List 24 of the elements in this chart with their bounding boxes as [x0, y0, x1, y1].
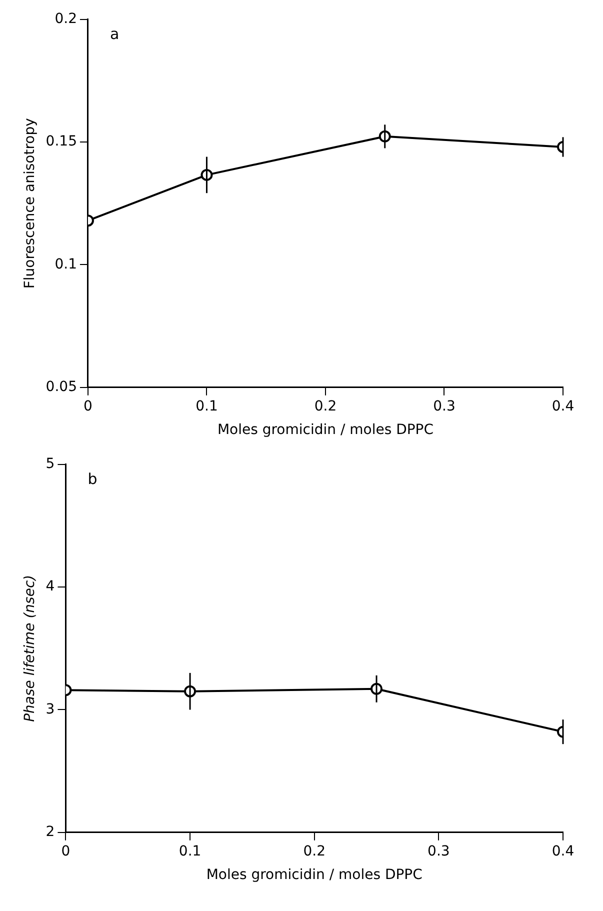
y-tick-label: 0.1 [54, 256, 77, 272]
y-tick-label: 2 [46, 824, 55, 840]
x-axis-title: Moles gromicidin / moles DPPC [217, 422, 434, 438]
y-tick-label: 3 [46, 701, 55, 718]
x-tick-label: 0.1 [178, 843, 202, 860]
x-tick-label: 0.3 [428, 843, 450, 860]
x-tick-label: 0.4 [552, 843, 574, 860]
y-axis-title: Fluorescence anisotropy [22, 118, 38, 289]
x-tick-label: 0 [84, 398, 92, 414]
y-tick-label: 0.15 [46, 134, 77, 150]
x-tick-label: 0 [61, 843, 70, 860]
y-tick-label: 0.2 [54, 11, 77, 28]
x-tick-label: 0.1 [196, 398, 218, 414]
x-tick-label: 0.2 [314, 398, 337, 414]
annotation: b [88, 470, 98, 488]
y-axis-title: Phase lifetime (nsec) [22, 574, 38, 722]
x-tick-label: 0.3 [433, 398, 456, 414]
annotation: a [110, 24, 120, 43]
y-tick-label: 5 [46, 456, 55, 472]
x-tick-label: 0.4 [552, 398, 574, 414]
x-tick-label: 0.2 [303, 843, 326, 860]
y-tick-label: 0.05 [46, 379, 77, 396]
x-axis-title: Moles gromicidin / moles DPPC [206, 867, 423, 884]
y-tick-label: 4 [46, 578, 55, 595]
